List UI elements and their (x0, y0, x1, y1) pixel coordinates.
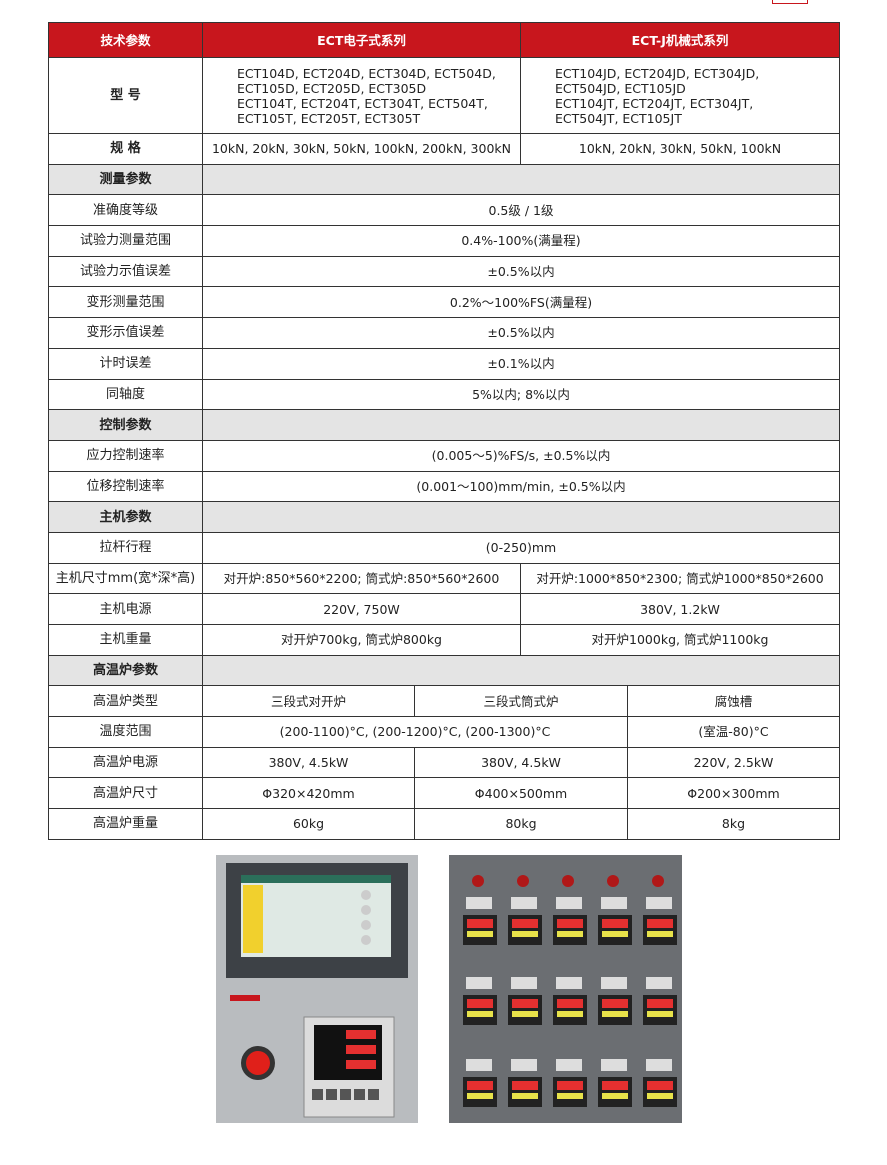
cell: 8kg (627, 808, 840, 840)
control-cabinet-photo (449, 855, 682, 1123)
row-label: 高温炉类型 (48, 685, 203, 718)
section-row: 高温炉参数 (48, 654, 840, 687)
row-label: 高温炉参数 (48, 654, 203, 687)
table-row: 高温炉尺寸 Φ320×420mm Φ400×500mm Φ200×300mm (48, 777, 840, 810)
table-row: 拉杆行程 (0-250)mm (48, 531, 840, 564)
table-row: 主机电源 220V, 750W 380V, 1.2kW (48, 593, 840, 625)
row-label: 型 号 (48, 57, 203, 134)
cell: 220V, 2.5kW (627, 746, 840, 779)
row-label: 主机电源 (48, 593, 203, 625)
cell: 220V, 750W (202, 593, 521, 625)
cell: 60kg (202, 808, 415, 840)
cell: ECT104JD, ECT204JD, ECT304JD, ECT504JD, … (520, 57, 840, 134)
row-label: 计时误差 (48, 347, 203, 380)
row-label: 高温炉电源 (48, 746, 203, 779)
table-row: 应力控制速率 (0.005～5)%FS/s, ±0.5%以内 (48, 439, 840, 472)
table-row: 型 号 ECT104D, ECT204D, ECT304D, ECT504D, E… (48, 57, 840, 134)
row-label: 拉杆行程 (48, 531, 203, 564)
table-row: 主机重量 对开炉700kg, 筒式炉800kg 对开炉1000kg, 筒式炉1100… (48, 624, 840, 656)
cell: (200-1100)°C, (200-1200)°C, (200-1300)°C (202, 716, 628, 748)
cell: ±0.5%以内 (202, 255, 840, 288)
cell: 380V, 1.2kW (520, 593, 840, 625)
table-row: 主机尺寸mm(宽*深*高) 对开炉:850*560*2200; 筒式炉:850*5… (48, 562, 840, 595)
table-row: 位移控制速率 (0.001～100)mm/min, ±0.5%以内 (48, 470, 840, 503)
row-label: 温度范围 (48, 716, 203, 748)
table-row: 试验力示值误差 ±0.5%以内 (48, 255, 840, 288)
cell: ±0.5%以内 (202, 317, 840, 349)
row-label: 变形示值误差 (48, 317, 203, 349)
cell: 380V, 4.5kW (414, 746, 628, 779)
table-row: 准确度等级 0.5级 / 1级 (48, 194, 840, 227)
section-row: 测量参数 (48, 163, 840, 196)
table-row: 温度范围 (200-1100)°C, (200-1200)°C, (200-130… (48, 716, 840, 748)
header-cell: ECT-J机械式系列 (520, 22, 840, 58)
cell: (室温-80)°C (627, 716, 840, 748)
row-label: 规 格 (48, 133, 203, 165)
row-label: 准确度等级 (48, 194, 203, 227)
cell: 对开炉:850*560*2200; 筒式炉:850*560*2600 (202, 562, 521, 595)
row-label: 位移控制速率 (48, 470, 203, 503)
cell: 10kN, 20kN, 30kN, 50kN, 100kN (520, 133, 840, 165)
header-cell: 技术参数 (48, 22, 203, 58)
cell: 80kg (414, 808, 628, 840)
cell: 0.4%-100%(满量程) (202, 225, 840, 257)
table-row: 高温炉重量 60kg 80kg 8kg (48, 808, 840, 840)
cell: 腐蚀槽 (627, 685, 840, 718)
table-row: 同轴度 5%以内; 8%以内 (48, 378, 840, 411)
section-fill (202, 163, 840, 196)
row-label: 主机尺寸mm(宽*深*高) (48, 562, 203, 595)
header-row: 技术参数 ECT电子式系列 ECT-J机械式系列 (48, 22, 840, 58)
cell: (0-250)mm (202, 531, 840, 564)
cell: Φ200×300mm (627, 777, 840, 810)
cell: 380V, 4.5kW (202, 746, 415, 779)
cell: ±0.1%以内 (202, 347, 840, 380)
cell: 0.5级 / 1级 (202, 194, 840, 227)
section-row: 控制参数 (48, 409, 840, 441)
table-row: 规 格 10kN, 20kN, 30kN, 50kN, 100kN, 200kN,… (48, 133, 840, 165)
cell: Φ320×420mm (202, 777, 415, 810)
row-label: 应力控制速率 (48, 439, 203, 472)
cell: 对开炉700kg, 筒式炉800kg (202, 624, 521, 656)
row-label: 测量参数 (48, 163, 203, 196)
cell: 三段式筒式炉 (414, 685, 628, 718)
header-cell: ECT电子式系列 (202, 22, 521, 58)
cell: 三段式对开炉 (202, 685, 415, 718)
corner-mark (772, 0, 808, 4)
row-label: 试验力示值误差 (48, 255, 203, 288)
row-label: 控制参数 (48, 409, 203, 441)
section-fill (202, 501, 840, 533)
table-row: 变形示值误差 ±0.5%以内 (48, 317, 840, 349)
table-row: 高温炉电源 380V, 4.5kW 380V, 4.5kW 220V, 2.5kW (48, 746, 840, 779)
cell: 10kN, 20kN, 30kN, 50kN, 100kN, 200kN, 30… (202, 133, 521, 165)
row-label: 变形测量范围 (48, 286, 203, 319)
row-label: 同轴度 (48, 378, 203, 411)
row-label: 主机参数 (48, 501, 203, 533)
cell: (0.005～5)%FS/s, ±0.5%以内 (202, 439, 840, 472)
cell: 对开炉1000kg, 筒式炉1100kg (520, 624, 840, 656)
section-fill (202, 654, 840, 687)
spec-table: 技术参数 ECT电子式系列 ECT-J机械式系列型 号 ECT104D, ECT204… (48, 22, 840, 840)
cell: ECT104D, ECT204D, ECT304D, ECT504D, ECT1… (202, 57, 521, 134)
section-row: 主机参数 (48, 501, 840, 533)
table-row: 试验力测量范围 0.4%-100%(满量程) (48, 225, 840, 257)
table-row: 变形测量范围 0.2%～100%FS(满量程) (48, 286, 840, 319)
cell: (0.001～100)mm/min, ±0.5%以内 (202, 470, 840, 503)
row-label: 试验力测量范围 (48, 225, 203, 257)
row-label: 高温炉重量 (48, 808, 203, 840)
table-row: 计时误差 ±0.1%以内 (48, 347, 840, 380)
cell: Φ400×500mm (414, 777, 628, 810)
cell: 0.2%～100%FS(满量程) (202, 286, 840, 319)
table-row: 高温炉类型 三段式对开炉 三段式筒式炉 腐蚀槽 (48, 685, 840, 718)
cell: 对开炉:1000*850*2300; 筒式炉1000*850*2600 (520, 562, 840, 595)
control-panel-photo (216, 855, 418, 1123)
row-label: 主机重量 (48, 624, 203, 656)
section-fill (202, 409, 840, 441)
row-label: 高温炉尺寸 (48, 777, 203, 810)
cell: 5%以内; 8%以内 (202, 378, 840, 411)
